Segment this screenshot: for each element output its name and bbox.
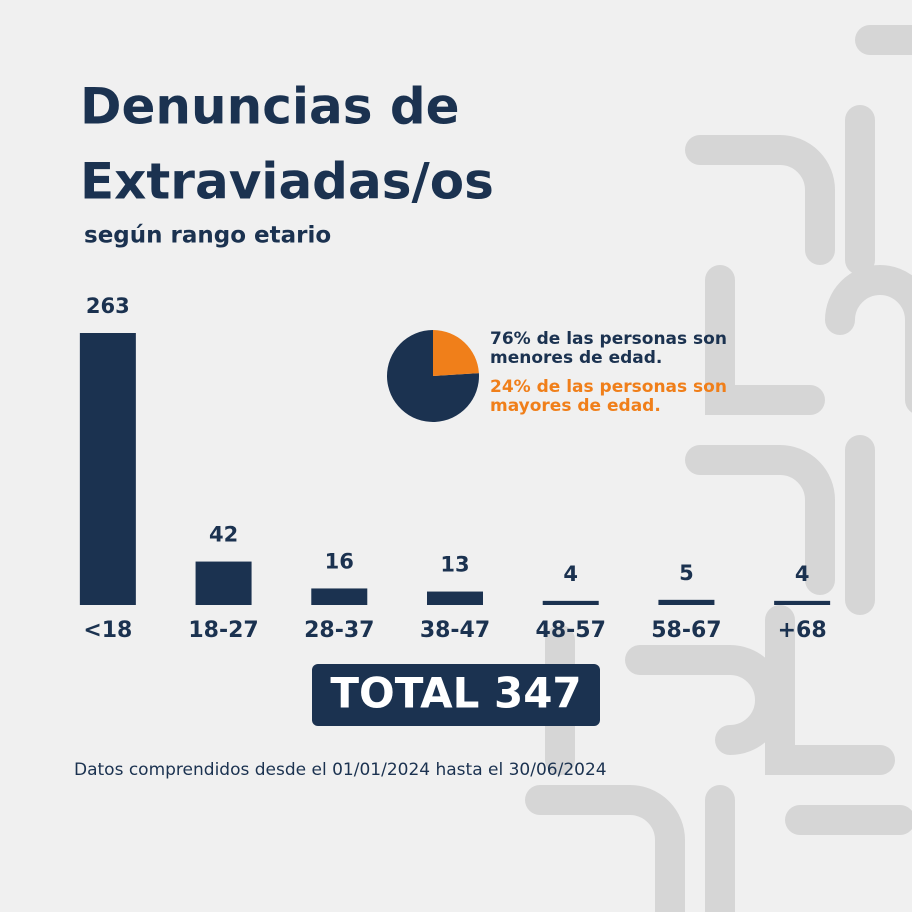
category-label: 28-37 [304,618,374,643]
value-label: 263 [86,294,130,318]
value-label: 13 [440,553,469,577]
category-label: <18 [83,618,132,643]
total: TOTAL 347 [330,669,581,718]
category-label: 48-57 [536,618,606,643]
category-label: 38-47 [420,618,490,643]
subtitle: según rango etario [84,223,331,249]
total-box [312,664,600,726]
footnote: Datos comprendidos desde el 01/01/2024 h… [74,760,607,780]
bar [658,599,715,605]
pie-slice [433,330,479,376]
value-label: 4 [563,562,578,586]
category-label: 18-27 [188,618,258,643]
category-label: 58-67 [651,618,721,643]
pie-legend: 24% de las personas son mayores de edad. [490,377,727,416]
pie-legend: 76% de las personas son menores de edad. [490,329,727,368]
bar [79,333,136,605]
category-label: +68 [778,618,827,643]
value-label: 4 [795,562,810,586]
title: Denuncias de [80,78,460,136]
bar [542,600,599,605]
title: Extraviadas/os [80,153,494,211]
bar [311,588,368,605]
value-label: 16 [325,549,354,573]
bar [774,600,831,605]
background-pattern [525,25,912,912]
value-label: 5 [679,561,694,585]
pie-slice [387,330,479,422]
bar [427,591,483,605]
value-label: 42 [209,523,238,547]
bar [195,561,252,605]
